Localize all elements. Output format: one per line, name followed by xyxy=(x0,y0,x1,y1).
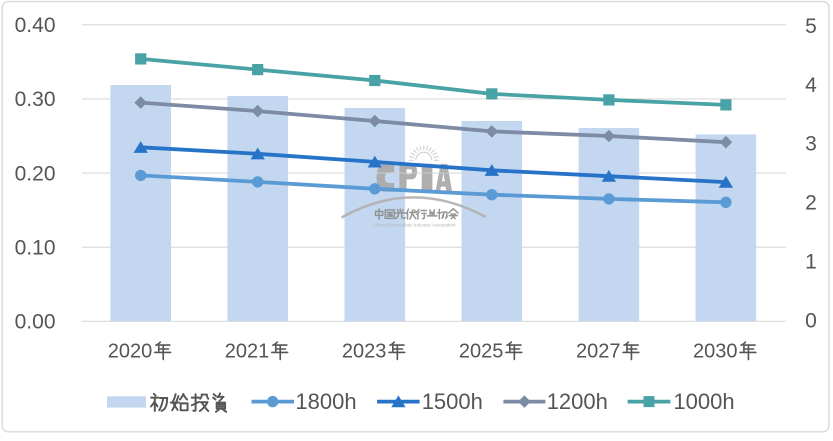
svg-text:0: 0 xyxy=(805,309,817,332)
svg-text:2025: 2025 xyxy=(459,340,504,362)
svg-text:2020: 2020 xyxy=(108,340,153,362)
svg-text:2030: 2030 xyxy=(693,340,738,362)
svg-text:China Photovoltaic Industry As: China Photovoltaic Industry Association xyxy=(373,222,455,227)
svg-text:0.40: 0.40 xyxy=(15,14,56,37)
svg-text:1000h: 1000h xyxy=(673,389,734,414)
svg-text:4: 4 xyxy=(805,74,817,97)
svg-text:0.20: 0.20 xyxy=(15,162,56,185)
svg-text:1500h: 1500h xyxy=(422,389,483,414)
svg-text:2023: 2023 xyxy=(342,340,387,362)
svg-text:2027: 2027 xyxy=(576,340,621,362)
svg-text:1200h: 1200h xyxy=(547,389,608,414)
svg-text:2021: 2021 xyxy=(225,340,269,362)
svg-text:0.00: 0.00 xyxy=(15,311,56,334)
svg-text:2: 2 xyxy=(805,192,817,215)
svg-text:0.30: 0.30 xyxy=(15,88,56,111)
svg-text:1: 1 xyxy=(805,251,817,274)
svg-text:5: 5 xyxy=(805,15,817,38)
svg-text:0.10: 0.10 xyxy=(15,237,56,260)
svg-text:1800h: 1800h xyxy=(295,389,356,414)
svg-text:3: 3 xyxy=(805,133,817,156)
